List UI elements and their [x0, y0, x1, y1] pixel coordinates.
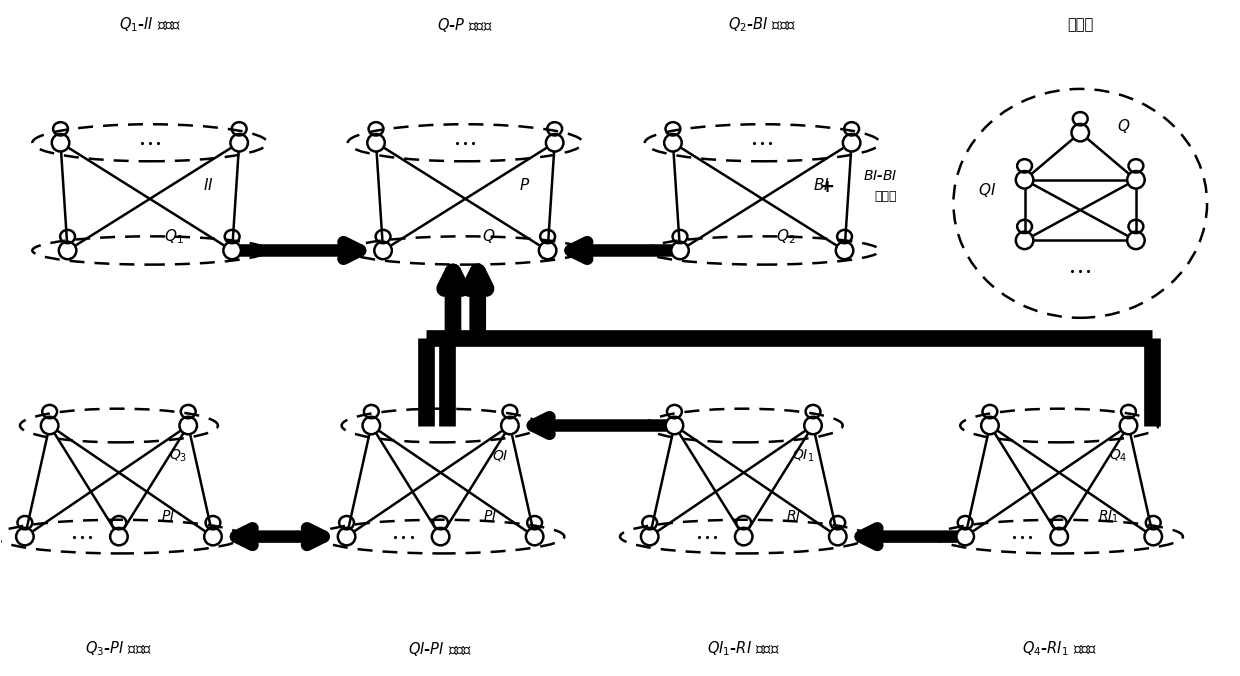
- Ellipse shape: [205, 528, 222, 546]
- Ellipse shape: [526, 528, 543, 546]
- Ellipse shape: [374, 242, 392, 259]
- Ellipse shape: [1016, 232, 1033, 249]
- Ellipse shape: [180, 417, 197, 434]
- Ellipse shape: [641, 528, 658, 546]
- Ellipse shape: [805, 417, 822, 434]
- Text: $\mathit{Q_{1}}$: $\mathit{Q_{1}}$: [164, 227, 184, 245]
- Ellipse shape: [337, 528, 356, 546]
- Text: $\mathit{Q_{3}}$-$\mathit{PI}$ 二分图: $\mathit{Q_{3}}$-$\mathit{PI}$ 二分图: [86, 639, 153, 658]
- Text: $\mathit{QI}$: $\mathit{QI}$: [978, 181, 997, 199]
- Ellipse shape: [836, 242, 853, 259]
- Text: 内核图: 内核图: [1068, 18, 1094, 32]
- Ellipse shape: [1127, 232, 1145, 249]
- Ellipse shape: [956, 528, 973, 546]
- Text: $\mathit{PI}$: $\mathit{PI}$: [484, 510, 497, 523]
- Ellipse shape: [1145, 528, 1162, 546]
- Ellipse shape: [1071, 124, 1089, 141]
- Ellipse shape: [1120, 417, 1137, 434]
- Text: $\mathit{Q_{3}}$: $\mathit{Q_{3}}$: [169, 448, 187, 464]
- Ellipse shape: [1050, 528, 1068, 546]
- Ellipse shape: [735, 528, 753, 546]
- Text: $\mathit{QI}$-$\mathit{PI}$ 二分图: $\mathit{QI}$-$\mathit{PI}$ 二分图: [408, 640, 472, 658]
- Ellipse shape: [830, 528, 847, 546]
- Text: $\mathit{Q}$: $\mathit{Q}$: [1117, 117, 1130, 135]
- Text: $\mathit{RI}$: $\mathit{RI}$: [785, 510, 801, 523]
- Ellipse shape: [539, 242, 557, 259]
- Ellipse shape: [41, 417, 58, 434]
- Ellipse shape: [665, 134, 682, 151]
- Ellipse shape: [223, 242, 241, 259]
- Ellipse shape: [1016, 171, 1033, 189]
- Ellipse shape: [367, 134, 384, 151]
- Text: $\mathit{Q_{4}}$: $\mathit{Q_{4}}$: [1110, 448, 1128, 464]
- Text: $\mathit{QI}$: $\mathit{QI}$: [492, 448, 508, 463]
- Ellipse shape: [671, 242, 688, 259]
- Text: $\mathit{Q_{2}}$: $\mathit{Q_{2}}$: [776, 227, 796, 245]
- Text: $\mathit{Q_{2}}$-$\mathit{BI}$ 二分图: $\mathit{Q_{2}}$-$\mathit{BI}$ 二分图: [728, 16, 796, 34]
- Text: $\mathit{P}$: $\mathit{P}$: [518, 177, 529, 193]
- Text: +: +: [820, 178, 835, 195]
- Ellipse shape: [981, 417, 998, 434]
- Text: $\mathit{RI_{1}}$: $\mathit{RI_{1}}$: [1099, 508, 1120, 525]
- Text: $\mathit{Q_{1}}$-$\mathit{II}$ 二分图: $\mathit{Q_{1}}$-$\mathit{II}$ 二分图: [119, 16, 181, 34]
- Text: $\mathit{Q}$-$\mathit{P}$ 二分图: $\mathit{Q}$-$\mathit{P}$ 二分图: [438, 16, 494, 34]
- Ellipse shape: [362, 417, 381, 434]
- Ellipse shape: [501, 417, 518, 434]
- Text: $\mathit{BI}$: $\mathit{BI}$: [812, 177, 830, 193]
- Text: $\mathit{PI}$: $\mathit{PI}$: [161, 510, 175, 523]
- Ellipse shape: [58, 242, 77, 259]
- Text: $\mathit{II}$: $\mathit{II}$: [203, 177, 215, 193]
- Ellipse shape: [231, 134, 248, 151]
- Text: $\mathit{QI_{1}}$: $\mathit{QI_{1}}$: [792, 448, 815, 464]
- Ellipse shape: [666, 417, 683, 434]
- Ellipse shape: [1127, 171, 1145, 189]
- Ellipse shape: [546, 134, 563, 151]
- Ellipse shape: [843, 134, 861, 151]
- Text: $\mathit{Q_{4}}$-$\mathit{RI_{1}}$ 二分图: $\mathit{Q_{4}}$-$\mathit{RI_{1}}$ 二分图: [1022, 639, 1097, 658]
- Ellipse shape: [52, 134, 69, 151]
- Text: $\mathit{BI}$-$\mathit{BI}$: $\mathit{BI}$-$\mathit{BI}$: [863, 170, 897, 183]
- Text: $\mathit{Q}$: $\mathit{Q}$: [482, 227, 496, 245]
- Ellipse shape: [16, 528, 33, 546]
- Text: $\mathit{QI_{1}}$-$\mathit{RI}$ 二分图: $\mathit{QI_{1}}$-$\mathit{RI}$ 二分图: [707, 639, 780, 658]
- Ellipse shape: [432, 528, 449, 546]
- Text: 匹配图: 匹配图: [874, 190, 898, 203]
- Ellipse shape: [110, 528, 128, 546]
